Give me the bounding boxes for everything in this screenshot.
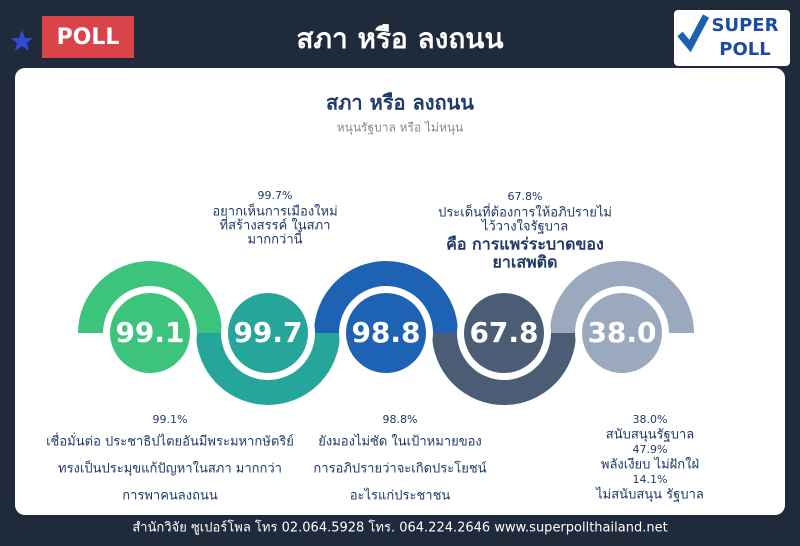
ring-arc: [78, 261, 222, 334]
note-highlight: ยาเสพติด: [493, 253, 558, 272]
note-line: ไว้วางใจรัฐบาล: [481, 219, 568, 235]
poll-badge: [42, 16, 134, 58]
circle-fill: [228, 293, 308, 373]
note-line: ไม่สนับสนุน รัฐบาล: [595, 487, 704, 503]
note-line: พลังเงียบ ไม่ฝักใฝ่: [601, 457, 699, 473]
ring-arc: [550, 261, 694, 334]
note-line: ยังมองไม่ชัด ในเป้าหมายของ: [318, 434, 482, 450]
footer: สำนักวิจัย ซูเปอร์โพล โทร 02.064.5928 โท…: [132, 520, 667, 536]
logo-bottom: POLL: [719, 39, 770, 60]
ring-arc: [314, 261, 458, 334]
circle-value: 38.0: [587, 316, 656, 349]
note-line: เชื่อมั่นต่อ ประชาธิปไตยอันมีพระมหากษัตร…: [46, 433, 294, 450]
ring-arc: [432, 332, 576, 405]
note-percent: 99.1%: [153, 413, 188, 426]
note-line: ประเด็นที่ต้องการให้อภิปรายไม่: [438, 203, 612, 221]
note-percent: 47.9%: [633, 443, 668, 456]
header-title: สภา หรือ ลงถนน: [296, 22, 503, 55]
logo-top: SUPER: [712, 15, 779, 36]
star-icon: [11, 30, 33, 51]
note-percent: 14.1%: [633, 473, 668, 486]
panel-title: สภา หรือ ลงถนน: [326, 91, 474, 115]
badge-text: POLL: [57, 25, 120, 50]
note-line: สนับสนุนรัฐบาล: [606, 428, 694, 443]
note-line: มากกว่านี้: [247, 230, 303, 248]
note-line: อยากเห็นการเมืองใหม่: [212, 202, 337, 220]
logo-check: [677, 14, 710, 53]
circle-value: 99.7: [233, 316, 302, 349]
circle-fill: [346, 293, 426, 373]
circle-fill: [110, 293, 190, 373]
note-line: ที่สร้างสรรค์ ในสภา: [220, 217, 331, 234]
note-line: อะไรแก่ประชาชน: [350, 488, 451, 504]
ring-arc: [196, 332, 340, 405]
note-highlight: คือ การแพร่ระบาดของ: [446, 235, 604, 254]
note-percent: 99.7%: [258, 189, 293, 202]
circle-fill: [582, 293, 662, 373]
note-percent: 38.0%: [633, 413, 668, 426]
circle-fill: [464, 293, 544, 373]
circle-value: 98.8: [351, 316, 420, 349]
note-percent: 98.8%: [383, 413, 418, 426]
note-line: การพาคนลงถนน: [122, 489, 218, 504]
note-line: การอภิปรายว่าจะเกิดประโยชน์: [313, 461, 486, 477]
note-percent: 67.8%: [508, 190, 543, 203]
circle-value: 67.8: [469, 316, 538, 349]
panel-subtitle: หนุนรัฐบาล หรือ ไม่หนุน: [337, 121, 464, 136]
note-line: ทรงเป็นประมุขแก้ปัญหาในสภา มากกว่า: [58, 459, 282, 477]
circle-value: 99.1: [115, 316, 184, 349]
